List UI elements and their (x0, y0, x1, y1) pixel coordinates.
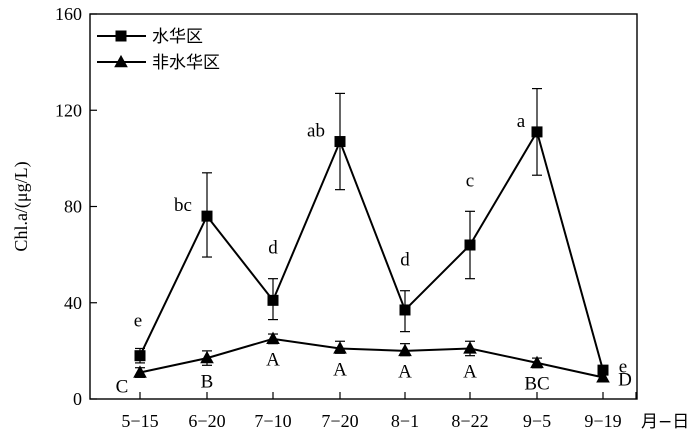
significance-label: A (463, 362, 477, 383)
data-point-triangle (530, 355, 544, 369)
x-tick-label: 8−22 (451, 411, 488, 431)
significance-label: d (400, 250, 410, 271)
data-point-triangle (463, 341, 477, 354)
legend-item-1: 水华区 (97, 27, 203, 47)
data-point-triangle (333, 341, 347, 354)
data-point-square (134, 350, 146, 362)
significance-label: C (116, 377, 129, 398)
y-tick-label: 0 (73, 389, 82, 409)
data-point-square (399, 304, 411, 316)
series-2 (133, 331, 610, 383)
data-point-square (464, 239, 476, 251)
x-tick-label: 6−20 (188, 411, 225, 431)
significance-label: D (618, 369, 632, 390)
x-tick-label: 5−15 (121, 411, 158, 431)
x-unit-label: 月−日 (641, 412, 689, 432)
data-point-triangle (398, 343, 412, 357)
x-tick-label: 9−19 (584, 411, 621, 431)
significance-label: c (466, 170, 474, 191)
significance-label: A (333, 359, 347, 380)
axes: 0 40 80 120 160 5−15 6−20 7−10 7−20 8−1 8−22 9−5 9−1… (11, 4, 689, 432)
significance-label: a (517, 111, 526, 132)
legend-label: 非水华区 (152, 53, 220, 73)
legend-item-2: 非水华区 (97, 53, 220, 73)
data-point-square (334, 136, 346, 148)
data-point-triangle (200, 350, 214, 364)
y-tick-label: 120 (55, 100, 82, 120)
data-point-square (267, 294, 279, 306)
data-point-triangle (133, 365, 147, 378)
y-tick-label: 80 (64, 197, 82, 217)
x-tick-label: 9−5 (523, 411, 551, 431)
significance-label: e (134, 310, 142, 331)
series-1 (134, 87, 609, 376)
legend-marker-triangle (114, 54, 128, 68)
x-tick-label: 7−20 (321, 411, 358, 431)
y-tick-label: 40 (64, 293, 82, 313)
significance-label: bc (174, 195, 192, 216)
significance-label: BC (524, 374, 549, 395)
series-1-line (139, 129, 604, 371)
data-point-triangle (596, 370, 610, 383)
significance-label: A (398, 362, 412, 383)
significance-label: e (619, 357, 627, 378)
x-tick-label: 7−10 (254, 411, 291, 431)
series-layer: e bc d ab d c a e C B A A A A BC D (116, 87, 632, 398)
significance-label: d (268, 238, 278, 259)
y-axis-title: Chl.a/(μg/L) (11, 161, 32, 251)
data-point-square (531, 126, 543, 138)
significance-label: A (266, 350, 280, 371)
significance-label: B (201, 371, 214, 392)
data-point-square (597, 364, 609, 376)
x-tick-label: 8−1 (391, 411, 419, 431)
y-tick-label: 160 (55, 4, 82, 24)
series-2-line (139, 337, 604, 379)
legend-label: 水华区 (152, 27, 203, 47)
data-point-triangle (266, 331, 280, 345)
data-point-square (201, 210, 213, 222)
legend-marker-square (115, 30, 127, 42)
significance-label: ab (307, 121, 325, 142)
